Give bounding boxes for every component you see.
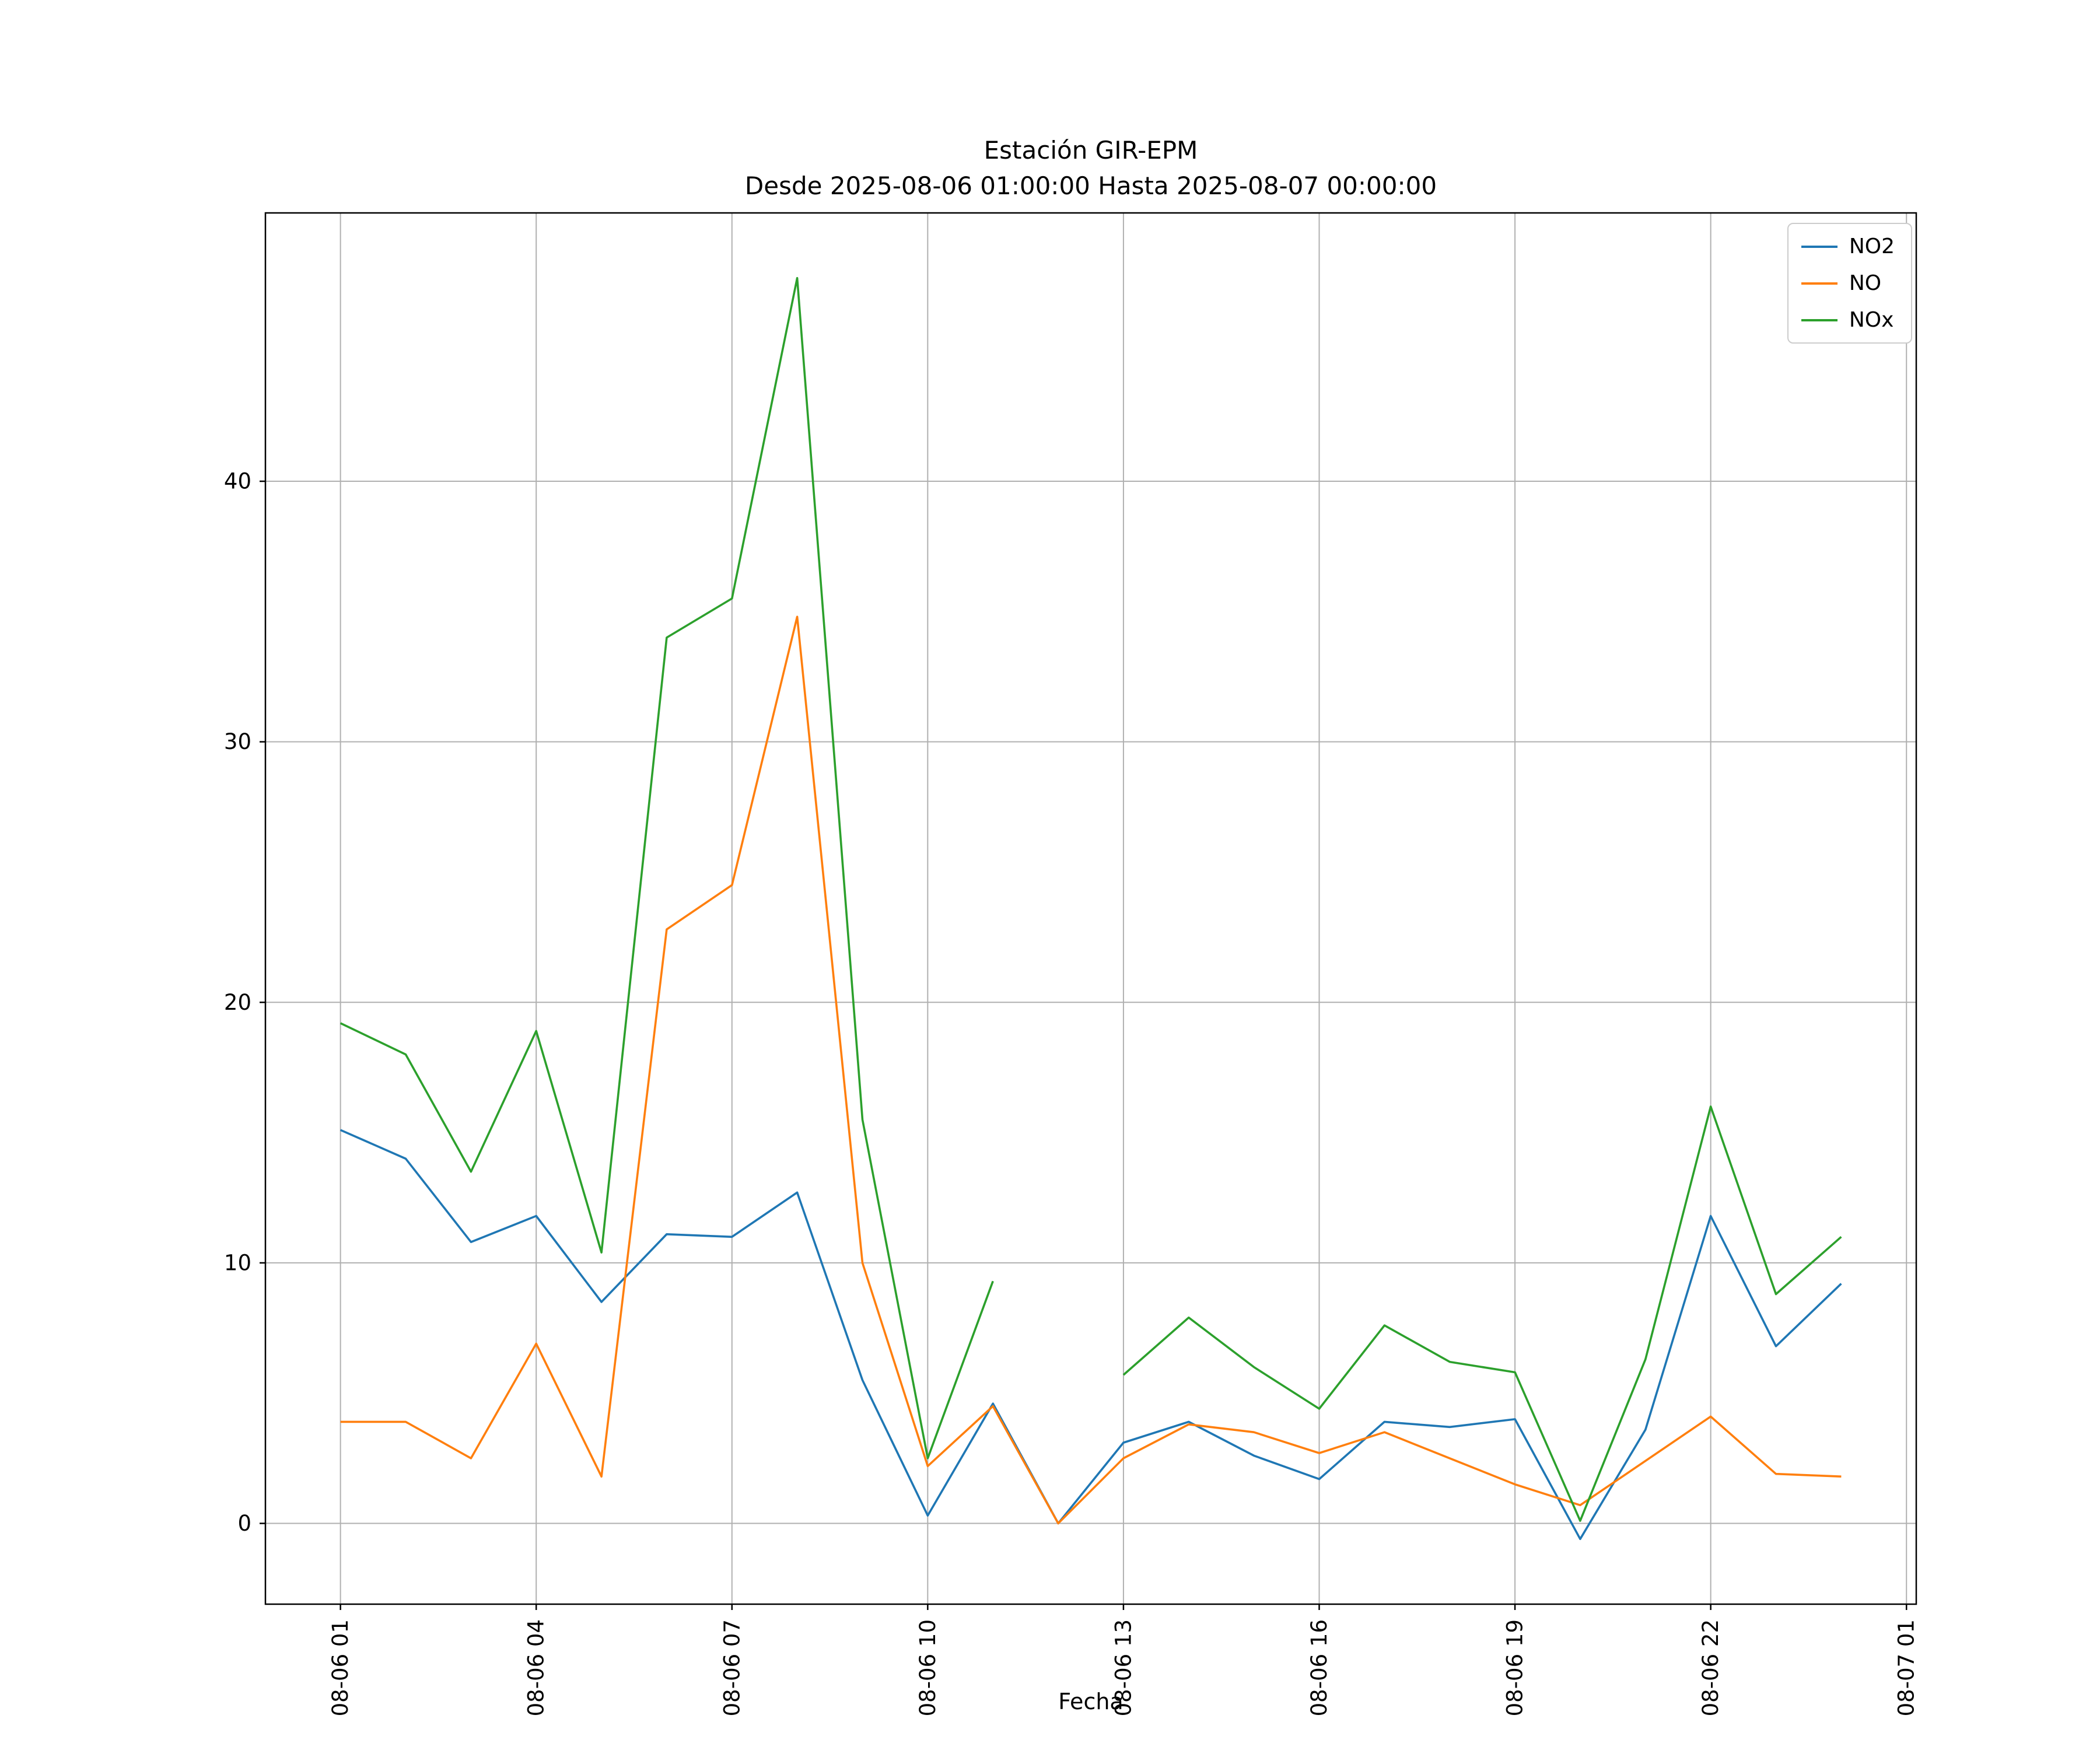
legend-label-nox: NOx (1849, 308, 1894, 332)
legend-line-sample-no (1801, 282, 1838, 285)
x-tick-label: 08-06 10 (915, 1619, 940, 1716)
x-tick-label: 08-06 22 (1698, 1619, 1723, 1716)
legend-line-sample-nox (1801, 318, 1838, 321)
x-tick-label: 08-06 16 (1307, 1619, 1332, 1716)
legend-line-sample-no2 (1801, 245, 1838, 248)
chart-title-line1: Estación GIR-EPM (984, 136, 1198, 164)
legend-item-no: NO (1801, 271, 1895, 295)
legend-label-no: NO (1849, 271, 1882, 295)
series-line-no (340, 615, 1842, 1525)
x-tick-label: 08-07 01 (1894, 1619, 1919, 1716)
x-tick-label: 08-06 13 (1111, 1619, 1136, 1716)
y-tick-label: 40 (224, 469, 251, 494)
y-tick-label: 0 (237, 1511, 251, 1536)
legend-item-no2: NO2 (1801, 235, 1895, 258)
x-tick-label: 08-06 19 (1503, 1619, 1528, 1716)
x-tick-label: 08-06 01 (328, 1619, 353, 1716)
x-tick-label: 08-06 04 (524, 1619, 549, 1716)
y-tick-label: 30 (224, 729, 251, 754)
axes-frame (264, 212, 1917, 1605)
chart-title-line2: Desde 2025-08-06 01:00:00 Hasta 2025-08-… (744, 171, 1437, 200)
series-line-no2 (340, 1129, 1842, 1541)
y-tick-label: 20 (224, 990, 251, 1015)
legend-label-no2: NO2 (1849, 235, 1895, 258)
legend-item-nox: NOx (1801, 308, 1895, 332)
x-axis-label: Fecha (1058, 1689, 1124, 1714)
chart-title: Estación GIR-EPM Desde 2025-08-06 01:00:… (265, 133, 1916, 204)
series-line-nox (340, 276, 1842, 1522)
y-tick-label: 10 (224, 1250, 251, 1275)
legend: NO2 NO NOx (1787, 223, 1912, 344)
x-tick-label: 08-06 07 (719, 1619, 744, 1716)
